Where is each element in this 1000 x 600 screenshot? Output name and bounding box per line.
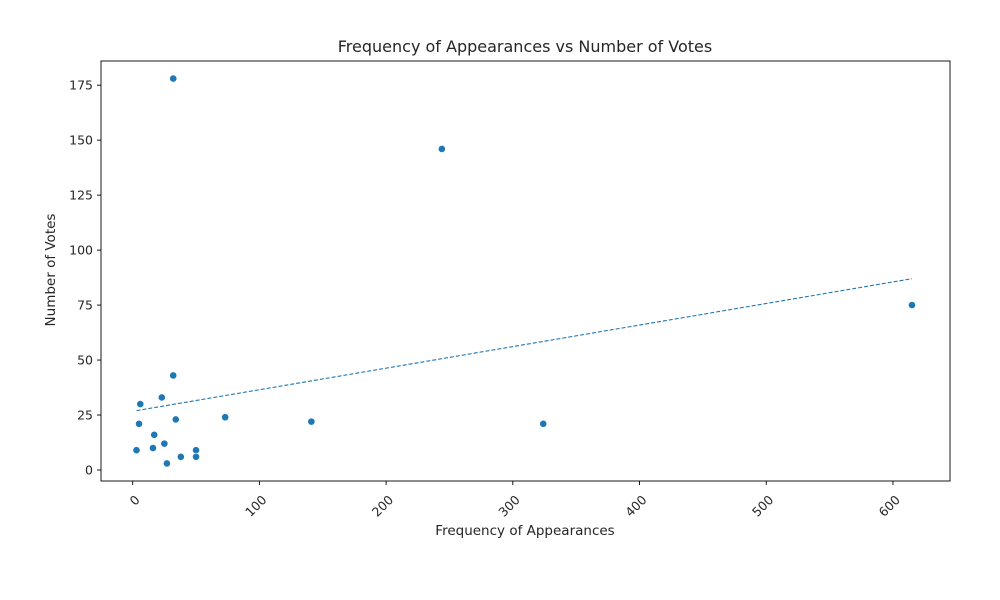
y-tick-label: 100 [69, 243, 93, 258]
data-point [150, 430, 159, 439]
x-axis-label: Frequency of Appearances [435, 523, 614, 539]
axes-frame [100, 60, 951, 482]
data-point [221, 413, 230, 422]
data-point [171, 415, 180, 424]
data-point [169, 371, 178, 380]
y-tick-label: 50 [77, 353, 93, 368]
data-point [176, 452, 185, 461]
data-point [149, 444, 157, 452]
data-point [169, 74, 178, 83]
y-tick-label: 25 [77, 408, 93, 423]
data-point [135, 419, 143, 428]
data-point [160, 439, 169, 448]
y-tick-label: 125 [69, 188, 93, 203]
data-point [162, 459, 171, 468]
data-point [192, 446, 200, 455]
data-point [157, 393, 166, 402]
y-tick-label: 150 [69, 133, 93, 148]
y-axis-label: Number of Votes [43, 214, 59, 327]
y-tick-label: 75 [77, 298, 93, 313]
chart-title: Frequency of Appearances vs Number of Vo… [338, 37, 712, 56]
trend-line [136, 278, 913, 412]
y-tick-label: 175 [69, 78, 93, 93]
data-point [192, 452, 200, 461]
y-tick-label: 0 [85, 463, 93, 478]
data-point [132, 446, 141, 455]
data-point [539, 419, 548, 428]
data-point [136, 400, 145, 408]
data-point [437, 145, 446, 153]
data-point [908, 301, 916, 309]
data-point [307, 417, 316, 426]
